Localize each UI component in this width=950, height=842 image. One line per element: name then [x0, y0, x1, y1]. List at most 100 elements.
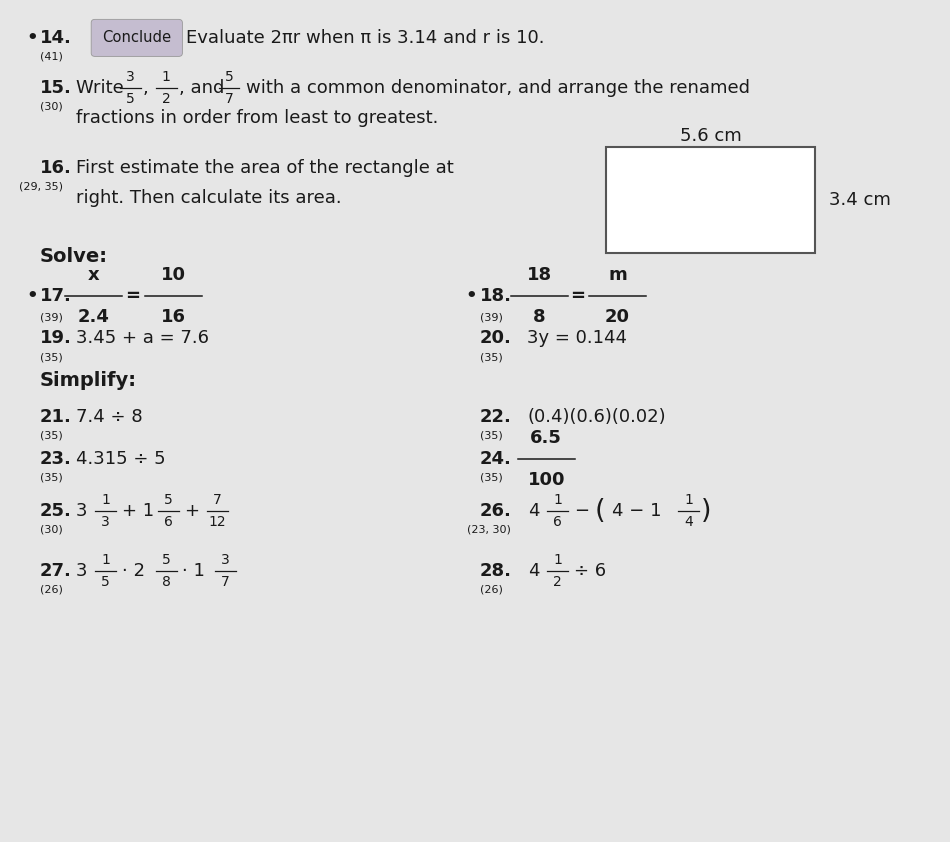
Text: (39): (39)	[480, 312, 503, 322]
Text: 27.: 27.	[40, 562, 72, 580]
Text: 4: 4	[528, 562, 540, 580]
Text: 24.: 24.	[480, 450, 512, 468]
Text: 26.: 26.	[480, 502, 512, 520]
Text: 1: 1	[101, 493, 110, 507]
Text: (39): (39)	[40, 312, 63, 322]
Text: 20.: 20.	[480, 329, 512, 348]
Text: •: •	[27, 29, 38, 47]
Text: 21.: 21.	[40, 408, 72, 426]
Text: 6: 6	[163, 515, 173, 529]
Text: 28.: 28.	[480, 562, 512, 580]
Text: 3: 3	[101, 515, 110, 529]
Text: 4: 4	[528, 502, 540, 520]
Text: Conclude: Conclude	[103, 30, 171, 45]
Text: 10: 10	[162, 266, 186, 285]
Text: 7.4 ÷ 8: 7.4 ÷ 8	[76, 408, 142, 426]
Text: (26): (26)	[40, 584, 63, 594]
Text: (35): (35)	[40, 472, 63, 482]
Text: 4: 4	[684, 515, 694, 529]
Text: 1: 1	[553, 493, 562, 507]
Text: 3y = 0.144: 3y = 0.144	[527, 329, 627, 348]
Text: 20: 20	[605, 308, 630, 327]
Text: 3: 3	[76, 562, 87, 580]
Text: 3.4 cm: 3.4 cm	[829, 191, 891, 209]
Text: 1: 1	[553, 553, 562, 567]
Text: 8: 8	[533, 308, 546, 327]
Text: First estimate the area of the rectangle at: First estimate the area of the rectangle…	[76, 159, 454, 178]
Text: 25.: 25.	[40, 502, 72, 520]
Text: right. Then calculate its area.: right. Then calculate its area.	[76, 189, 342, 207]
Text: Evaluate 2πr when π is 3.14 and r is 10.: Evaluate 2πr when π is 3.14 and r is 10.	[186, 29, 544, 47]
Text: 1: 1	[684, 493, 694, 507]
Text: •: •	[466, 287, 477, 306]
Text: (35): (35)	[480, 472, 503, 482]
Text: (: (	[595, 498, 605, 524]
Text: (35): (35)	[40, 430, 63, 440]
Text: (30): (30)	[40, 525, 63, 535]
Text: 5: 5	[125, 93, 135, 106]
Text: 6: 6	[553, 515, 562, 529]
Text: · 2: · 2	[122, 562, 144, 580]
Text: ÷ 6: ÷ 6	[574, 562, 606, 580]
Text: •: •	[27, 287, 38, 306]
Text: 7: 7	[224, 93, 234, 106]
Text: (35): (35)	[40, 352, 63, 362]
Text: 5: 5	[224, 71, 234, 84]
Text: 3: 3	[76, 502, 87, 520]
Text: 12: 12	[209, 515, 226, 529]
Text: (29, 35): (29, 35)	[19, 182, 63, 192]
Text: x: x	[87, 266, 99, 285]
Text: 7: 7	[220, 575, 230, 589]
Text: 100: 100	[527, 471, 565, 489]
Text: 23.: 23.	[40, 450, 72, 468]
Text: 18: 18	[527, 266, 552, 285]
Text: (30): (30)	[40, 102, 63, 112]
Text: 14.: 14.	[40, 29, 72, 47]
Text: 5: 5	[163, 493, 173, 507]
Text: ,: ,	[142, 79, 148, 98]
Text: Simplify:: Simplify:	[40, 371, 137, 390]
Text: (35): (35)	[480, 430, 503, 440]
Text: (41): (41)	[40, 51, 63, 61]
Text: 3: 3	[125, 71, 135, 84]
Bar	[606, 147, 815, 253]
Text: =: =	[570, 287, 585, 306]
Text: +: +	[184, 502, 200, 520]
Text: 19.: 19.	[40, 329, 72, 348]
Text: Solve:: Solve:	[40, 248, 108, 266]
Text: m: m	[608, 266, 627, 285]
Text: + 1: + 1	[122, 502, 154, 520]
Text: 1: 1	[162, 71, 171, 84]
Text: 4.315 ÷ 5: 4.315 ÷ 5	[76, 450, 165, 468]
Text: 5.6 cm: 5.6 cm	[680, 126, 741, 145]
Text: 4 − 1: 4 − 1	[612, 502, 661, 520]
Text: , and: , and	[179, 79, 224, 98]
Text: 16.: 16.	[40, 159, 72, 178]
Text: 7: 7	[213, 493, 222, 507]
Text: 1: 1	[101, 553, 110, 567]
Text: 15.: 15.	[40, 79, 72, 98]
Text: (26): (26)	[480, 584, 503, 594]
Text: (23, 30): (23, 30)	[467, 525, 511, 535]
Text: 3: 3	[220, 553, 230, 567]
Text: Write: Write	[76, 79, 129, 98]
Text: 8: 8	[162, 575, 171, 589]
Text: (35): (35)	[480, 352, 503, 362]
Text: −: −	[595, 502, 610, 520]
Text: 17.: 17.	[40, 287, 72, 306]
Text: 5: 5	[162, 553, 171, 567]
Text: =: =	[125, 287, 141, 306]
Text: with a common denominator, and arrange the renamed: with a common denominator, and arrange t…	[246, 79, 750, 98]
Text: 16: 16	[162, 308, 186, 327]
Text: −: −	[574, 502, 589, 520]
Text: 6.5: 6.5	[530, 429, 562, 447]
Text: 22.: 22.	[480, 408, 512, 426]
Text: fractions in order from least to greatest.: fractions in order from least to greates…	[76, 109, 438, 127]
Text: · 1: · 1	[182, 562, 205, 580]
Text: 5: 5	[101, 575, 110, 589]
Text: 2: 2	[553, 575, 562, 589]
Text: (0.4)(0.6)(0.02): (0.4)(0.6)(0.02)	[527, 408, 666, 426]
Text: 3.45 + a = 7.6: 3.45 + a = 7.6	[76, 329, 209, 348]
Text: 2: 2	[162, 93, 171, 106]
Text: 2.4: 2.4	[77, 308, 109, 327]
